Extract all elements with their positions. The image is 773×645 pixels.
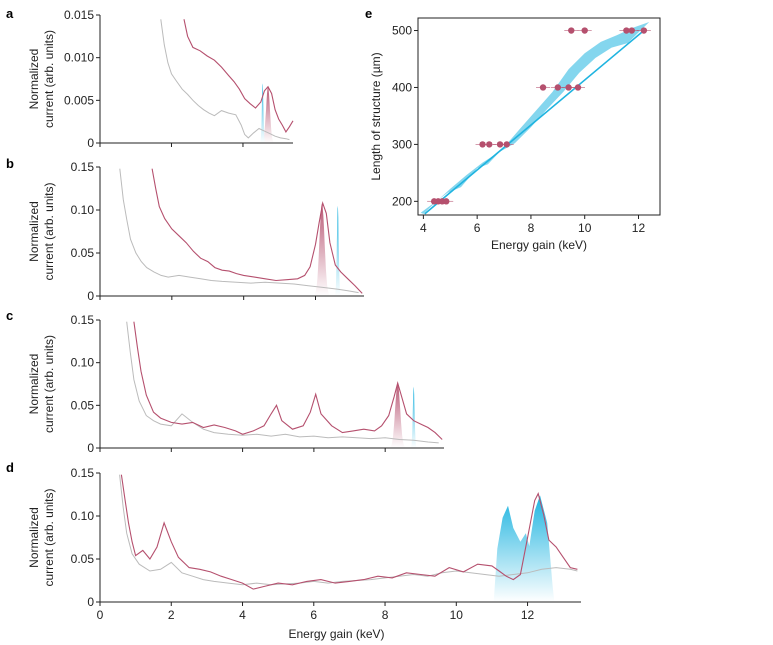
panel-a-y-tick-label: 0 (87, 136, 94, 150)
panel-d-y-tick-label: 0 (87, 595, 94, 609)
panel-b-y-tick-label: 0.15 (71, 160, 95, 174)
panel-d-y-tick-label: 0.10 (71, 509, 95, 523)
panel-c-red-peak-fill (389, 383, 406, 448)
panel-d-x-tick-label: 10 (450, 608, 464, 622)
panel-d-y-tick-label: 0.15 (71, 466, 95, 480)
panel-d-x-tick-label: 8 (382, 608, 389, 622)
panel-d: 0 0.05 0.10 0.15 0 2 4 6 8 10 12 Energy gain (keV) N… (27, 466, 581, 641)
panel-d-red-series-line (120, 474, 578, 590)
panel-e-data-point (565, 84, 572, 91)
panel-e-data-point (628, 27, 635, 34)
panel-b-y-tick-label: 0.05 (71, 246, 95, 260)
panel-e-data-point (503, 141, 510, 148)
panel-c-blue-peak-fill (410, 386, 417, 448)
panel-d-x-tick-label: 4 (239, 608, 246, 622)
panel-c-red-series-line (133, 321, 443, 440)
panel-e-y-tick-label: 200 (392, 194, 412, 208)
panel-label-e: e (365, 6, 372, 21)
panel-b-y-tick-label: 0.10 (71, 203, 95, 217)
panel-e-data-point (443, 198, 450, 205)
panel-d-blue-band-fill (493, 495, 555, 602)
panel-b-y-axis-title-line2: current (arb. units) (42, 182, 56, 280)
panel-d-x-axis-title: Energy gain (keV) (288, 627, 384, 641)
panel-b-red-peak-fill (314, 203, 330, 296)
panel-a-y-tick-label: 0.015 (64, 8, 94, 22)
panel-c-y-tick-label: 0.15 (71, 313, 95, 327)
panel-e-fit-line (424, 29, 645, 215)
panel-e-data-point (568, 27, 575, 34)
panel-c-y-tick-label: 0 (87, 441, 94, 455)
panel-c: 0 0.05 0.10 0.15 Normalized current (arb. uni… (27, 313, 444, 455)
panel-a: 0 0.005 0.010 0.015 Normalized current (arb. … (27, 8, 294, 150)
panel-e-x-tick-label: 12 (632, 221, 646, 235)
panel-b-y-tick-label: 0 (87, 289, 94, 303)
panel-label-c: c (6, 308, 13, 323)
panel-e-data-point (539, 84, 547, 91)
panel-b-y-axis-title-line1: Normalized (27, 201, 41, 262)
panel-e-y-tick-label: 300 (392, 137, 412, 151)
panel-a-y-tick-label: 0.010 (64, 51, 94, 65)
panel-e-x-axis-title: Energy gain (keV) (491, 238, 587, 252)
panel-d-y-tick-label: 0.05 (71, 552, 95, 566)
panel-e-x-tick-label: 10 (578, 221, 592, 235)
panel-a-y-tick-label: 0.005 (64, 93, 94, 107)
panel-e-axes-frame (417, 17, 661, 216)
panel-c-y-axis-title-line1: Normalized (27, 354, 41, 415)
panel-e-confidence-band (420, 22, 650, 214)
panel-a-y-axis-title-line2: current (arb. units) (42, 30, 56, 128)
panel-e-y-tick-label: 500 (392, 24, 412, 38)
panel-e-x-tick-label: 4 (420, 221, 427, 235)
panel-a-red-series-line (183, 19, 294, 133)
panel-b-blue-peak-fill (334, 205, 341, 296)
panel-c-grey-series-line (126, 321, 439, 444)
panel-b: 0 0.05 0.10 0.15 Normalized current (arb. uni… (27, 160, 364, 303)
panel-d-x-tick-label: 0 (97, 608, 104, 622)
panel-d-x-tick-label: 6 (310, 608, 317, 622)
panel-e-data-point (640, 27, 648, 34)
panel-d-y-axis-title-line2: current (arb. units) (42, 488, 56, 586)
panel-a-blue-peak-fill (260, 83, 266, 143)
panel-b-red-series-line (151, 168, 363, 294)
panel-c-y-axis-title-line2: current (arb. units) (42, 335, 56, 433)
panel-c-y-tick-label: 0.05 (71, 398, 95, 412)
panel-c-y-tick-label: 0.10 (71, 356, 95, 370)
panel-d-x-tick-label: 2 (168, 608, 175, 622)
panel-e-x-tick-label: 8 (528, 221, 535, 235)
panel-label-b: b (6, 156, 14, 171)
panel-label-a: a (6, 6, 14, 21)
panel-d-x-tick-label: 12 (521, 608, 535, 622)
panel-a-y-axis-title-line1: Normalized (27, 49, 41, 110)
panel-label-d: d (6, 460, 14, 475)
panel-e-data-point (486, 141, 493, 148)
panel-e-x-tick-label: 6 (474, 221, 481, 235)
panel-e-y-axis-title: Length of structure (µm) (369, 52, 383, 180)
panel-b-grey-series-line (119, 168, 359, 294)
panel-d-y-axis-title-line1: Normalized (27, 507, 41, 568)
panel-e-y-tick-label: 400 (392, 80, 412, 94)
panel-d-grey-series-line (119, 474, 578, 586)
panel-e-data-point (581, 27, 588, 34)
panel-e-data-point (574, 84, 582, 91)
panel-e: 200 300 400 500 4 6 8 10 12 Energy gain (keV) Leng… (369, 17, 661, 252)
panel-a-grey-series-line (160, 19, 290, 141)
panel-a-red-peak-fill (261, 86, 275, 143)
panel-e-data-point (554, 84, 562, 91)
